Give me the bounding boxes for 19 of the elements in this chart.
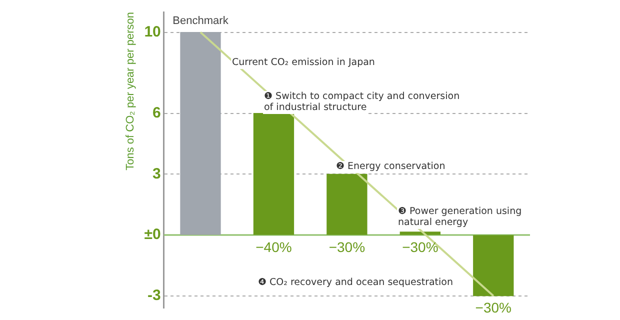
x-tick-label: Benchmark bbox=[172, 14, 229, 27]
annotation: ❷ Energy conservation bbox=[336, 161, 446, 172]
annotation: Current CO₂ emission in Japan bbox=[232, 57, 375, 68]
bar bbox=[473, 235, 514, 296]
annotation: −30% bbox=[328, 238, 366, 255]
annotation: −30% bbox=[475, 300, 512, 316]
y-tick-label: 3 bbox=[152, 165, 161, 182]
bar bbox=[400, 232, 440, 235]
bar bbox=[326, 174, 368, 235]
annotation: ❸ Power generation using natural energy bbox=[398, 206, 522, 228]
y-tick-label: -3 bbox=[148, 286, 161, 304]
annotation: −40% bbox=[256, 238, 292, 255]
annotation: ❶ Switch to compact city and conversion of industrial structure bbox=[264, 91, 460, 114]
annotation: −30% bbox=[402, 238, 438, 255]
y-tick-label: ±0 bbox=[144, 226, 161, 244]
annotation: ❹ CO₂ recovery and ocean sequestration bbox=[258, 277, 453, 288]
y-tick-label: 10 bbox=[144, 23, 161, 40]
y-axis-title: Tons of CO₂ per year per person bbox=[124, 12, 137, 170]
y-tick-label: 6 bbox=[152, 104, 161, 122]
